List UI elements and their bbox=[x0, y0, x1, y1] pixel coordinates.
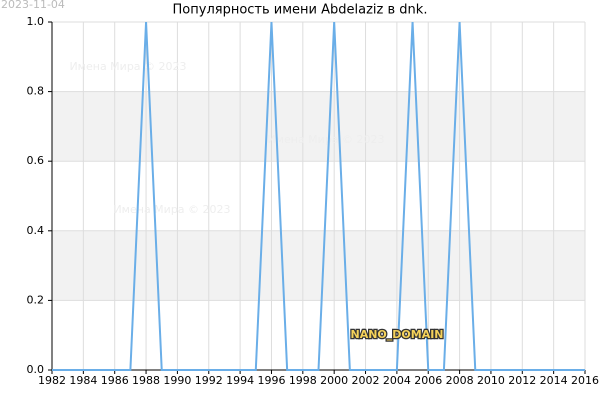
y-tick-label: 1.0 bbox=[27, 15, 45, 28]
y-tick-label: 0.2 bbox=[27, 293, 45, 306]
x-tick-label: 1994 bbox=[226, 374, 254, 387]
watermark: Имена Мира © 2023 bbox=[267, 133, 384, 146]
x-tick-label: 1998 bbox=[289, 374, 317, 387]
y-tick-label: 0.8 bbox=[27, 85, 45, 98]
grid-band bbox=[52, 91, 585, 162]
line bbox=[52, 21, 585, 371]
y-tick-label: 0.4 bbox=[27, 224, 45, 237]
x-tick-label: 2016 bbox=[571, 374, 599, 387]
x-tick-label: 2008 bbox=[446, 374, 474, 387]
x-tick-label: 1984 bbox=[69, 374, 97, 387]
y-tick-label: 0.0 bbox=[27, 363, 45, 376]
x-tick-label: 2010 bbox=[477, 374, 505, 387]
x-tick-label: 1992 bbox=[195, 374, 223, 387]
x-tick-label: 2004 bbox=[383, 374, 411, 387]
y-tick-label: 0.6 bbox=[27, 154, 45, 167]
grid-band bbox=[52, 230, 585, 301]
x-tick-label: 1990 bbox=[163, 374, 191, 387]
badge: NANO_DOMAIN bbox=[350, 328, 443, 341]
x-tick-label: 2000 bbox=[320, 374, 348, 387]
x-tick-label: 1982 bbox=[38, 374, 66, 387]
chart-title: Популярность имени Abdelaziz в dnk. bbox=[173, 3, 428, 18]
x-tick-label: 1996 bbox=[257, 374, 285, 387]
x-tick-label: 2006 bbox=[414, 374, 442, 387]
watermark: Имена Мира © 2023 bbox=[69, 60, 186, 73]
x-tick-label: 2002 bbox=[352, 374, 380, 387]
watermark: Имена Мира © 2023 bbox=[113, 203, 230, 216]
x-tick-label: 1986 bbox=[101, 374, 129, 387]
x-tick-label: 2012 bbox=[508, 374, 536, 387]
x-tick-label: 1988 bbox=[132, 374, 160, 387]
date: 2023-11-04 bbox=[1, 0, 65, 11]
x-tick-label: 2014 bbox=[540, 374, 568, 387]
